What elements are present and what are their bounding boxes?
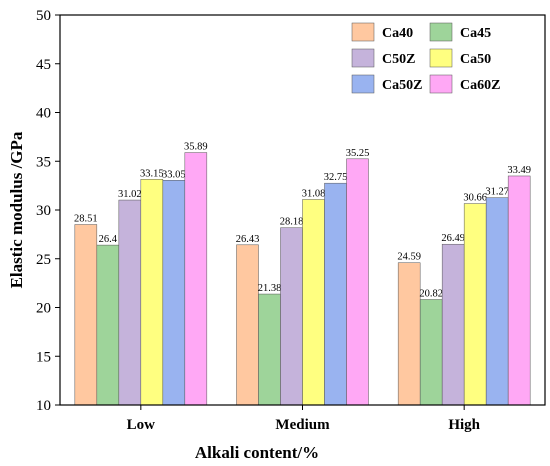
legend-label: Ca50 xyxy=(460,52,491,67)
legend-swatch xyxy=(351,48,375,68)
bar-value-label: 28.18 xyxy=(280,217,304,228)
y-tick-label: 15 xyxy=(36,349,51,365)
y-tick-label: 40 xyxy=(36,106,51,122)
bar-value-label: 30.66 xyxy=(463,193,487,204)
bar-value-label: 32.75 xyxy=(324,172,348,183)
bar xyxy=(485,197,509,406)
legend-swatch xyxy=(351,22,375,42)
y-tick-label: 50 xyxy=(36,8,51,24)
x-tick-label: Low xyxy=(127,417,156,433)
bar xyxy=(463,203,487,406)
bar-value-label: 35.89 xyxy=(184,142,208,153)
y-tick-label: 35 xyxy=(36,154,51,170)
bar-value-label: 33.05 xyxy=(162,169,186,180)
x-tick-label: High xyxy=(448,417,480,433)
legend-label: Ca40 xyxy=(382,26,413,41)
bar xyxy=(236,244,259,406)
y-axis-title: Elastic modulus /GPa xyxy=(7,131,26,288)
bar xyxy=(346,158,369,406)
y-tick-label: 45 xyxy=(36,57,51,73)
legend-swatch xyxy=(429,48,453,68)
bar xyxy=(280,227,303,406)
bar xyxy=(397,262,421,406)
bar xyxy=(441,243,465,406)
bar xyxy=(419,299,443,406)
bar-value-label: 31.02 xyxy=(118,189,142,200)
plot-frame xyxy=(59,14,546,406)
y-tick-label: 25 xyxy=(36,252,51,268)
bar xyxy=(258,293,281,406)
bar-value-label: 31.27 xyxy=(485,187,509,198)
bar xyxy=(96,244,120,406)
legend-swatch xyxy=(429,74,453,94)
x-axis-title: Alkali content/% xyxy=(195,443,319,462)
y-tick-label: 20 xyxy=(36,301,51,317)
bar-value-label: 20.82 xyxy=(419,289,443,300)
legend-label: Ca60Z xyxy=(460,78,500,93)
bar-value-label: 26.49 xyxy=(441,233,465,244)
bar xyxy=(162,180,186,406)
bar xyxy=(507,175,531,406)
bar xyxy=(140,179,164,406)
legend-swatch xyxy=(351,74,375,94)
axes-layer: Low Medium High 10 15 20 25 30 35 40 45 50 xyxy=(36,8,546,433)
legend-swatch xyxy=(429,22,453,42)
bar xyxy=(74,224,98,406)
bar xyxy=(184,152,208,406)
bar-value-label: 33.49 xyxy=(507,165,531,176)
bar xyxy=(118,199,142,406)
bar-value-label: 35.25 xyxy=(346,148,370,159)
bar-value-label: 26.43 xyxy=(236,234,260,245)
bar xyxy=(302,199,325,406)
legend: Ca40 Ca45 C50Z Ca50 Ca50Z Ca60Z xyxy=(351,22,500,94)
legend-label: C50Z xyxy=(382,52,415,67)
bar-value-label: 31.08 xyxy=(302,188,326,199)
bar xyxy=(324,182,347,406)
legend-label: Ca45 xyxy=(460,26,491,41)
legend-label: Ca50Z xyxy=(382,78,422,93)
bar-value-label: 28.51 xyxy=(74,214,98,225)
x-tick-label: Medium xyxy=(275,417,330,433)
bar-value-label: 33.15 xyxy=(140,168,164,179)
y-tick-label: 30 xyxy=(36,203,51,219)
bar-value-label: 21.38 xyxy=(258,283,282,294)
bar-value-label: 24.59 xyxy=(397,252,421,263)
bar-value-label: 26.4 xyxy=(99,234,118,245)
y-tick-label: 10 xyxy=(36,398,51,414)
